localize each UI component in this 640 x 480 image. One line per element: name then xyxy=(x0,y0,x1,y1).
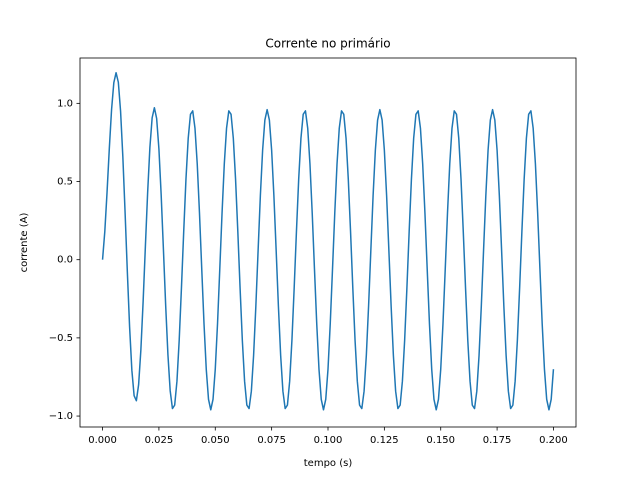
x-tick-label: 0.050 xyxy=(201,435,230,446)
y-tick-label: −1.0 xyxy=(49,411,73,422)
axes-frame xyxy=(79,57,577,428)
y-tick-label: 0.0 xyxy=(57,255,73,266)
x-tick-label: 0.175 xyxy=(483,435,512,446)
chart-title: Corrente no primário xyxy=(265,37,390,51)
data-line xyxy=(101,71,555,411)
x-axis-label: tempo (s) xyxy=(304,458,353,469)
y-tick-label: −0.5 xyxy=(49,333,73,344)
y-tick-label: 1.0 xyxy=(57,98,73,109)
x-tick-label: 0.200 xyxy=(539,435,568,446)
x-tick-label: 0.125 xyxy=(370,435,399,446)
y-axis-label: corrente (A) xyxy=(19,212,30,272)
x-tick-label: 0.025 xyxy=(145,435,174,446)
x-tick-label: 0.000 xyxy=(88,435,117,446)
x-tick-label: 0.150 xyxy=(426,435,455,446)
y-tick-label: 0.5 xyxy=(57,177,73,188)
x-tick-label: 0.075 xyxy=(257,435,286,446)
x-tick-label: 0.100 xyxy=(314,435,343,446)
